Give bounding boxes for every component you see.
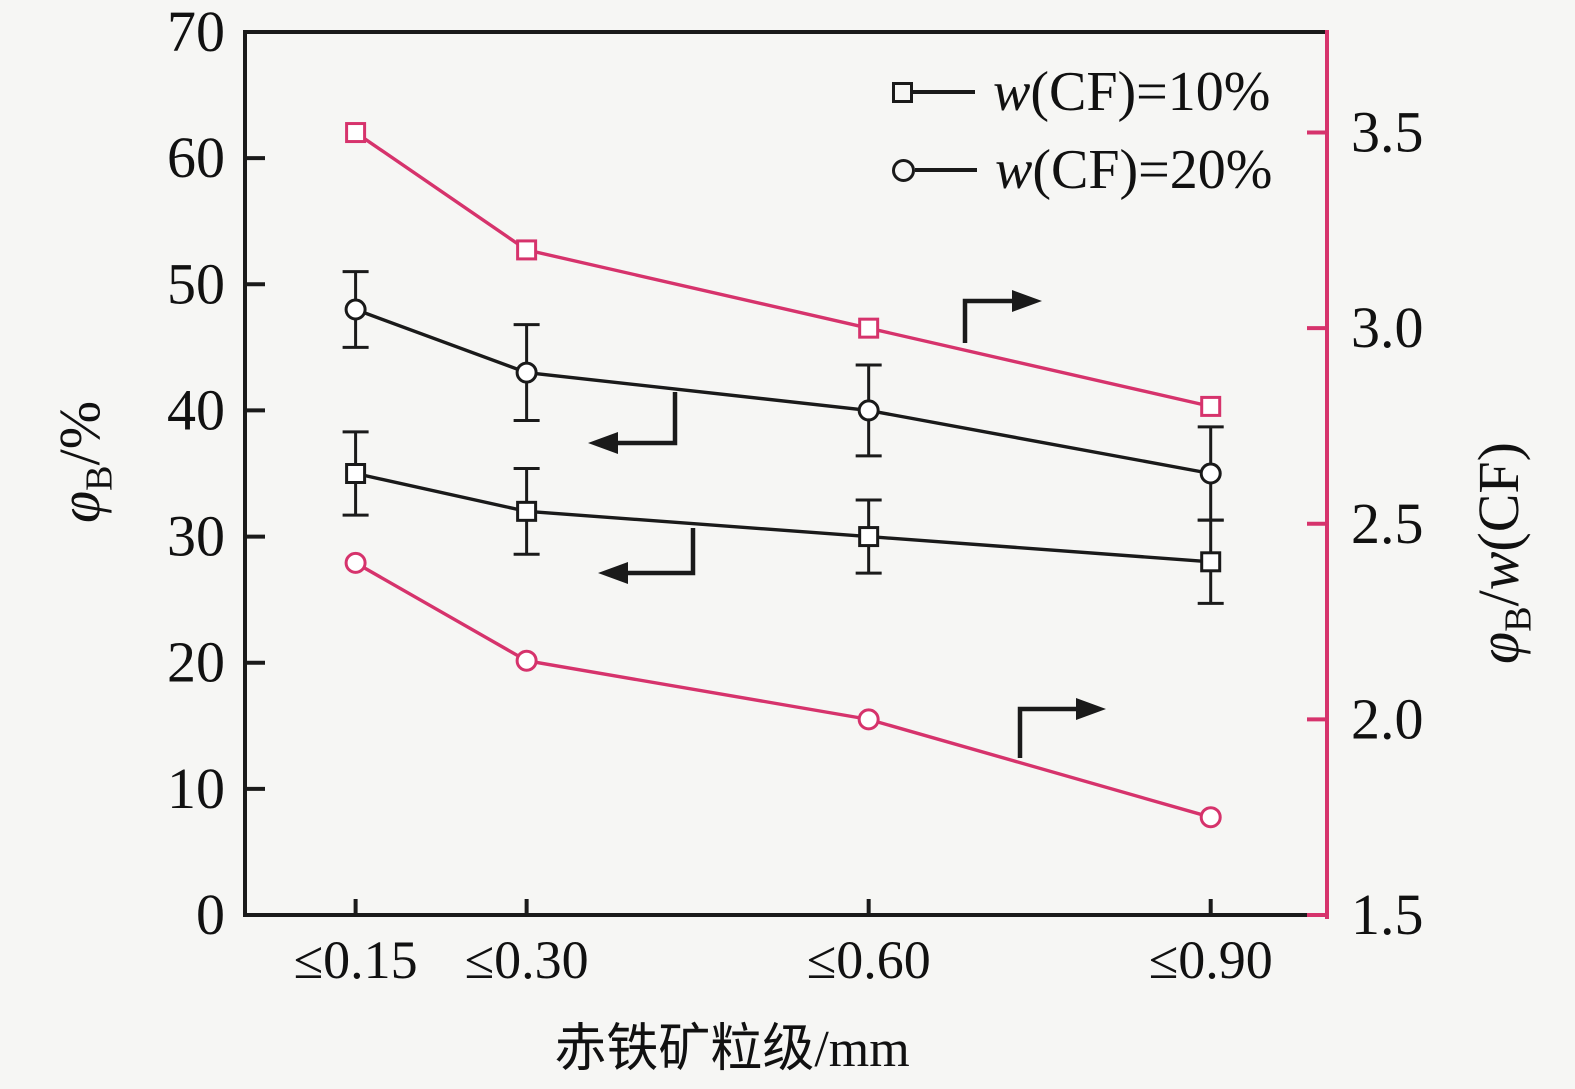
data-point-square [858, 526, 880, 548]
arrowhead-icon [1012, 290, 1042, 312]
right-axis-title: φB/w(CF) [1466, 442, 1540, 664]
data-point-circle [344, 551, 367, 574]
series-line-0 [355, 471, 1211, 564]
x-tick-label: ≤0.60 [807, 930, 931, 990]
legend-item-wcf10: w(CF)=10% [892, 56, 1272, 128]
axis-pointer-arrow [628, 528, 696, 576]
right-tick-label: 3.5 [1351, 100, 1424, 165]
phi-subscript: B [1497, 606, 1540, 632]
right-tick-label: 3.0 [1351, 295, 1424, 360]
arrowhead-icon [588, 432, 618, 454]
w-symbol: w [1466, 551, 1531, 591]
legend-item-wcf20: w(CF)=20% [892, 134, 1272, 206]
legend-line-sample [913, 90, 975, 94]
data-point-square [1200, 395, 1222, 417]
axis-pointer-arrow [1017, 706, 1076, 758]
legend-label: w(CF)=20% [995, 139, 1273, 201]
right-tick-label: 1.5 [1351, 882, 1424, 947]
phi-subscript: B [78, 465, 121, 491]
phi-symbol: φ [1466, 631, 1531, 665]
legend-circle-marker-icon [892, 158, 915, 182]
data-point-square [858, 317, 880, 339]
data-point-circle [857, 399, 880, 422]
data-point-square [1200, 551, 1222, 573]
x-tick-label: ≤0.30 [465, 930, 589, 990]
left-tick-label: 0 [196, 882, 225, 947]
data-point-square [345, 122, 367, 144]
left-tick-label: 50 [167, 251, 225, 316]
data-point-circle [515, 361, 538, 384]
data-point-circle [1199, 462, 1222, 485]
axis-pointer-arrow [618, 392, 678, 446]
series-line-2 [354, 131, 1212, 409]
slash: / [1466, 590, 1531, 607]
left-tick-label: 60 [167, 125, 225, 190]
x-axis-title: 赤铁矿粒级/mm [554, 1021, 910, 1078]
data-point-circle [1199, 806, 1222, 829]
legend: w(CF)=10% w(CF)=20% [892, 56, 1272, 206]
legend-square-marker-icon [892, 81, 913, 103]
arrowhead-icon [1076, 698, 1106, 720]
left-axis-unit: /% [47, 400, 112, 466]
legend-label: w(CF)=10% [993, 61, 1271, 123]
right-tick-label: 2.5 [1351, 491, 1424, 556]
left-tick-label: 10 [167, 756, 225, 821]
axis-pointer-arrow [962, 298, 1012, 343]
series-line-3 [354, 561, 1212, 819]
left-tick-label: 30 [167, 504, 225, 569]
data-point-circle [344, 298, 367, 321]
phi-symbol: φ [47, 490, 112, 524]
right-axis-unit: (CF) [1466, 441, 1531, 552]
series-line-1 [355, 307, 1212, 476]
right-tick-label: 2.0 [1351, 686, 1424, 751]
left-tick-label: 40 [167, 377, 225, 442]
left-tick-label: 70 [167, 0, 225, 64]
data-point-circle [515, 649, 538, 672]
x-tick-label: ≤0.15 [294, 930, 418, 990]
data-point-square [345, 463, 367, 484]
legend-line-sample [915, 168, 977, 172]
left-axis-title: φB/% [47, 401, 121, 523]
x-tick-label: ≤0.90 [1149, 930, 1273, 990]
data-point-square [516, 239, 538, 261]
data-point-circle [857, 708, 880, 731]
left-tick-label: 20 [167, 630, 225, 695]
arrowhead-icon [598, 562, 628, 584]
data-point-square [516, 500, 538, 522]
